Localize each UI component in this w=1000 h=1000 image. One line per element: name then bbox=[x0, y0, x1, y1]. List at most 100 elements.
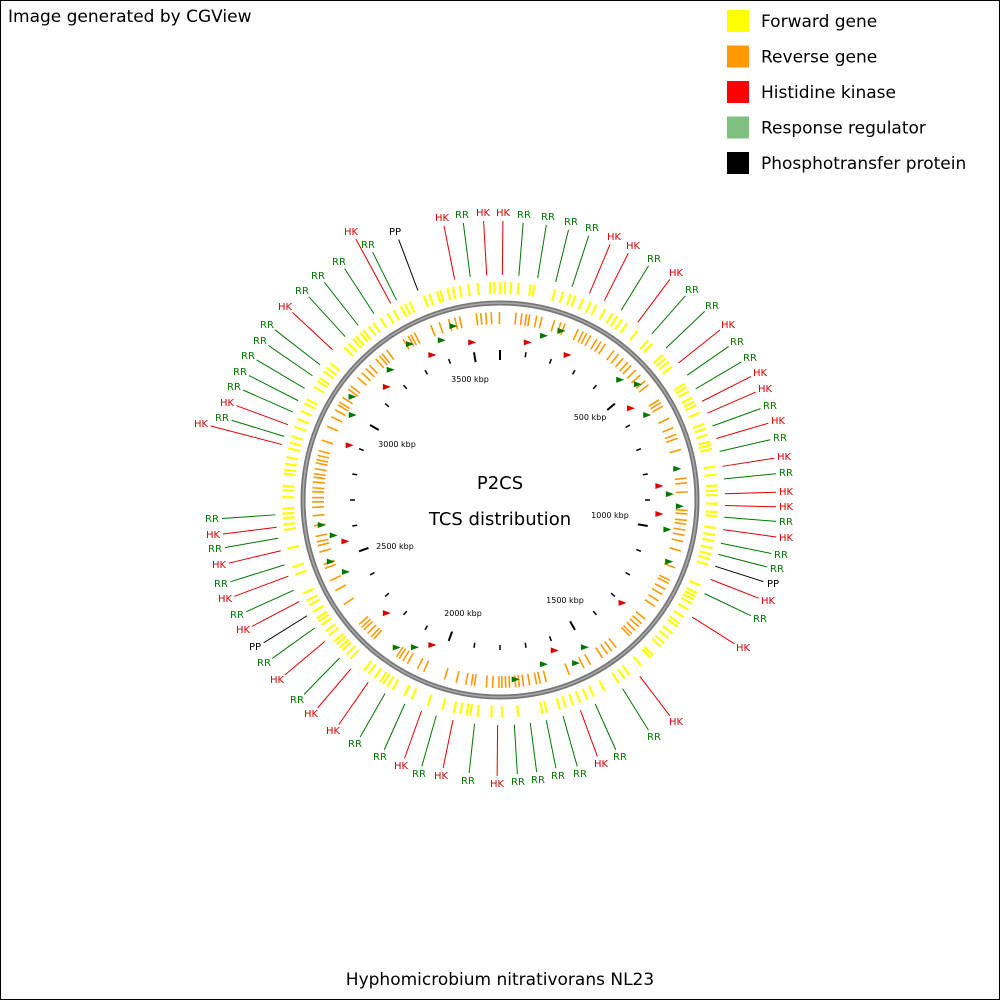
forward-gene bbox=[422, 295, 430, 308]
reverse-gene bbox=[342, 396, 354, 405]
reverse-gene bbox=[514, 312, 517, 325]
feature-marker bbox=[348, 412, 357, 418]
feature-label: RR bbox=[705, 301, 719, 312]
feature-label: HK bbox=[278, 302, 293, 313]
feature-marker bbox=[655, 483, 664, 490]
reverse-gene bbox=[606, 350, 615, 361]
reverse-gene bbox=[673, 527, 686, 531]
forward-gene bbox=[386, 312, 395, 325]
reverse-gene bbox=[329, 574, 342, 582]
feature-connector bbox=[236, 405, 289, 426]
reverse-gene bbox=[484, 312, 488, 325]
feature-connector bbox=[714, 565, 764, 583]
forward-gene bbox=[692, 422, 705, 430]
feature-label: RR bbox=[613, 752, 627, 763]
forward-gene bbox=[341, 641, 352, 652]
reverse-gene bbox=[508, 675, 511, 688]
feature-connector bbox=[562, 715, 578, 767]
forward-gene bbox=[699, 550, 712, 556]
forward-gene bbox=[704, 525, 717, 530]
reverse-gene bbox=[619, 361, 629, 372]
ruler-tick bbox=[384, 403, 390, 408]
feature-connector bbox=[224, 537, 279, 549]
reverse-gene bbox=[537, 671, 542, 684]
ruler-tick bbox=[369, 424, 380, 431]
reverse-gene bbox=[363, 620, 374, 631]
reverse-gene bbox=[647, 593, 659, 602]
feature-label: RR bbox=[511, 777, 525, 788]
forward-gene bbox=[705, 489, 718, 493]
feature-marker bbox=[557, 327, 566, 334]
forward-gene bbox=[688, 579, 701, 587]
forward-gene bbox=[598, 308, 607, 321]
feature-label: RR bbox=[373, 752, 387, 763]
reverse-gene bbox=[395, 646, 404, 658]
feature-label: RR bbox=[774, 550, 788, 561]
feature-label: HK bbox=[669, 717, 684, 728]
ruler-tick bbox=[524, 352, 527, 358]
feature-connector bbox=[513, 724, 518, 775]
feature-label: RR bbox=[517, 210, 531, 221]
feature-connector bbox=[651, 295, 686, 335]
forward-gene bbox=[386, 675, 395, 688]
reverse-gene bbox=[527, 314, 531, 327]
feature-marker bbox=[406, 341, 414, 348]
forward-gene bbox=[528, 284, 532, 297]
feature-marker bbox=[627, 405, 636, 412]
reverse-gene bbox=[584, 334, 592, 347]
feature-marker bbox=[523, 339, 532, 346]
feature-label: RR bbox=[253, 336, 267, 347]
feature-connector bbox=[421, 715, 437, 767]
forward-gene bbox=[655, 357, 667, 367]
forward-gene bbox=[677, 602, 689, 611]
forward-gene bbox=[570, 295, 577, 308]
feature-label: HK bbox=[218, 594, 233, 605]
forward-gene bbox=[558, 291, 565, 304]
feature-connector bbox=[263, 615, 308, 644]
forward-gene bbox=[680, 596, 693, 605]
forward-gene bbox=[313, 385, 325, 394]
feature-connector bbox=[545, 720, 557, 769]
ruler-tick bbox=[606, 402, 616, 411]
reverse-gene bbox=[593, 341, 602, 353]
reverse-gene bbox=[620, 626, 631, 637]
forward-gene bbox=[694, 427, 707, 434]
feature-label: HK bbox=[779, 502, 794, 513]
reverse-gene bbox=[337, 404, 349, 412]
reverse-gene bbox=[361, 618, 372, 628]
feature-connector bbox=[695, 361, 742, 390]
feature-label: RR bbox=[227, 382, 241, 393]
feature-connector bbox=[718, 553, 768, 568]
feature-marker bbox=[675, 503, 684, 510]
ruler-tick bbox=[472, 352, 477, 363]
forward-gene bbox=[704, 473, 717, 478]
feature-marker bbox=[673, 465, 682, 472]
reverse-gene bbox=[438, 321, 444, 334]
feature-label: RR bbox=[348, 739, 362, 750]
feature-marker bbox=[392, 644, 401, 651]
feature-label: HK bbox=[270, 675, 285, 686]
forward-gene bbox=[451, 286, 457, 300]
feature-connector bbox=[639, 676, 671, 717]
feature-label: RR bbox=[215, 413, 229, 424]
feature-label: RR bbox=[585, 223, 599, 234]
feature-label: PP bbox=[249, 642, 261, 653]
forward-gene bbox=[300, 409, 313, 417]
feature-marker bbox=[643, 412, 652, 418]
forward-gene bbox=[683, 400, 695, 408]
reverse-gene bbox=[524, 313, 528, 326]
ruler-label: 3000 kbp bbox=[378, 440, 416, 449]
feature-label: HK bbox=[326, 726, 341, 737]
reverse-gene bbox=[614, 357, 624, 368]
feature-label: RR bbox=[773, 433, 787, 444]
forward-gene bbox=[292, 562, 305, 569]
feature-connector bbox=[555, 229, 570, 283]
feature-marker bbox=[665, 491, 674, 498]
feature-connector bbox=[274, 329, 321, 366]
reverse-gene bbox=[626, 369, 637, 379]
feature-label: RR bbox=[260, 320, 274, 331]
forward-gene bbox=[565, 293, 572, 306]
forward-gene bbox=[373, 667, 383, 679]
reverse-gene bbox=[630, 374, 641, 384]
